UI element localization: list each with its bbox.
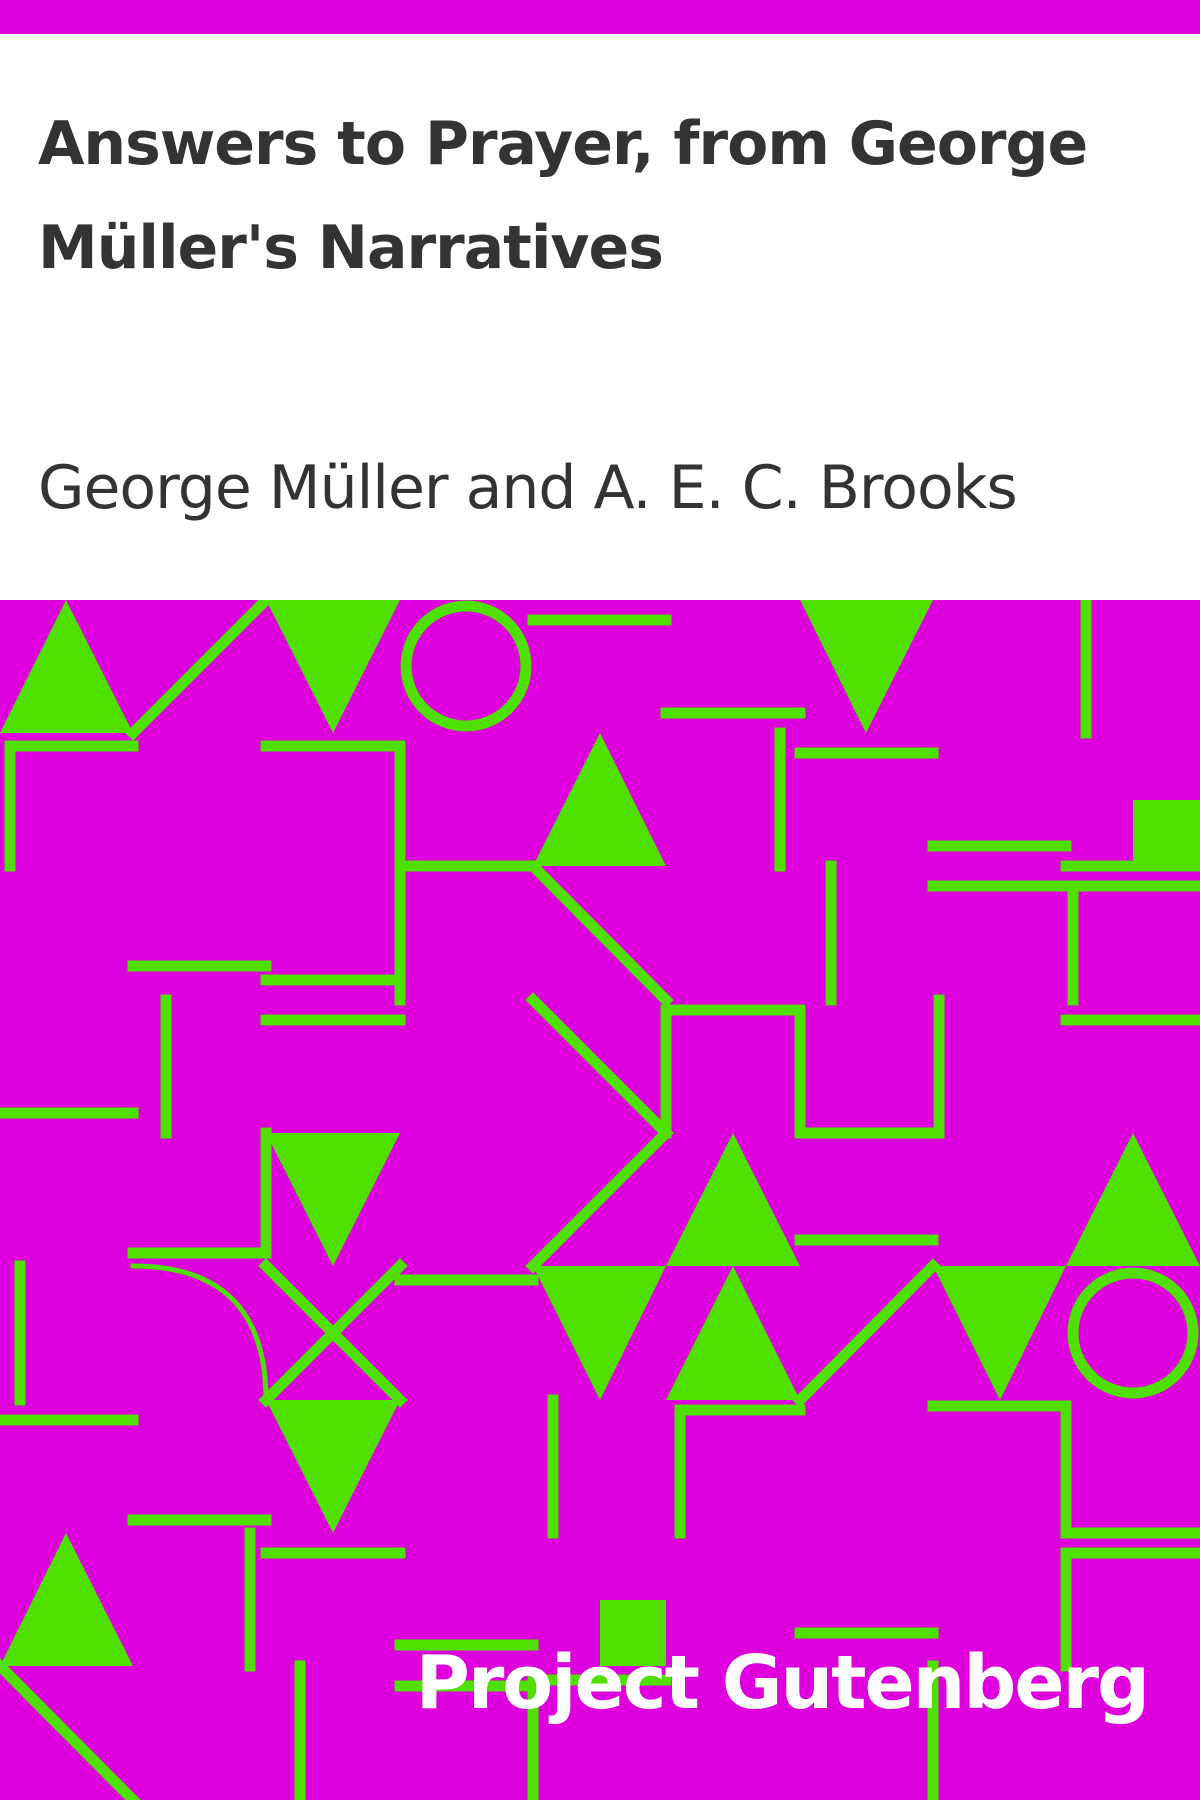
publisher-name: Project Gutenberg bbox=[416, 1638, 1148, 1728]
book-title: Answers to Prayer, from George Müller's … bbox=[38, 92, 1138, 300]
book-author: George Müller and A. E. C. Brooks bbox=[38, 448, 1138, 528]
geometric-pattern bbox=[0, 600, 1200, 1800]
top-color-band bbox=[0, 0, 1200, 34]
pattern-block bbox=[1133, 800, 1200, 866]
